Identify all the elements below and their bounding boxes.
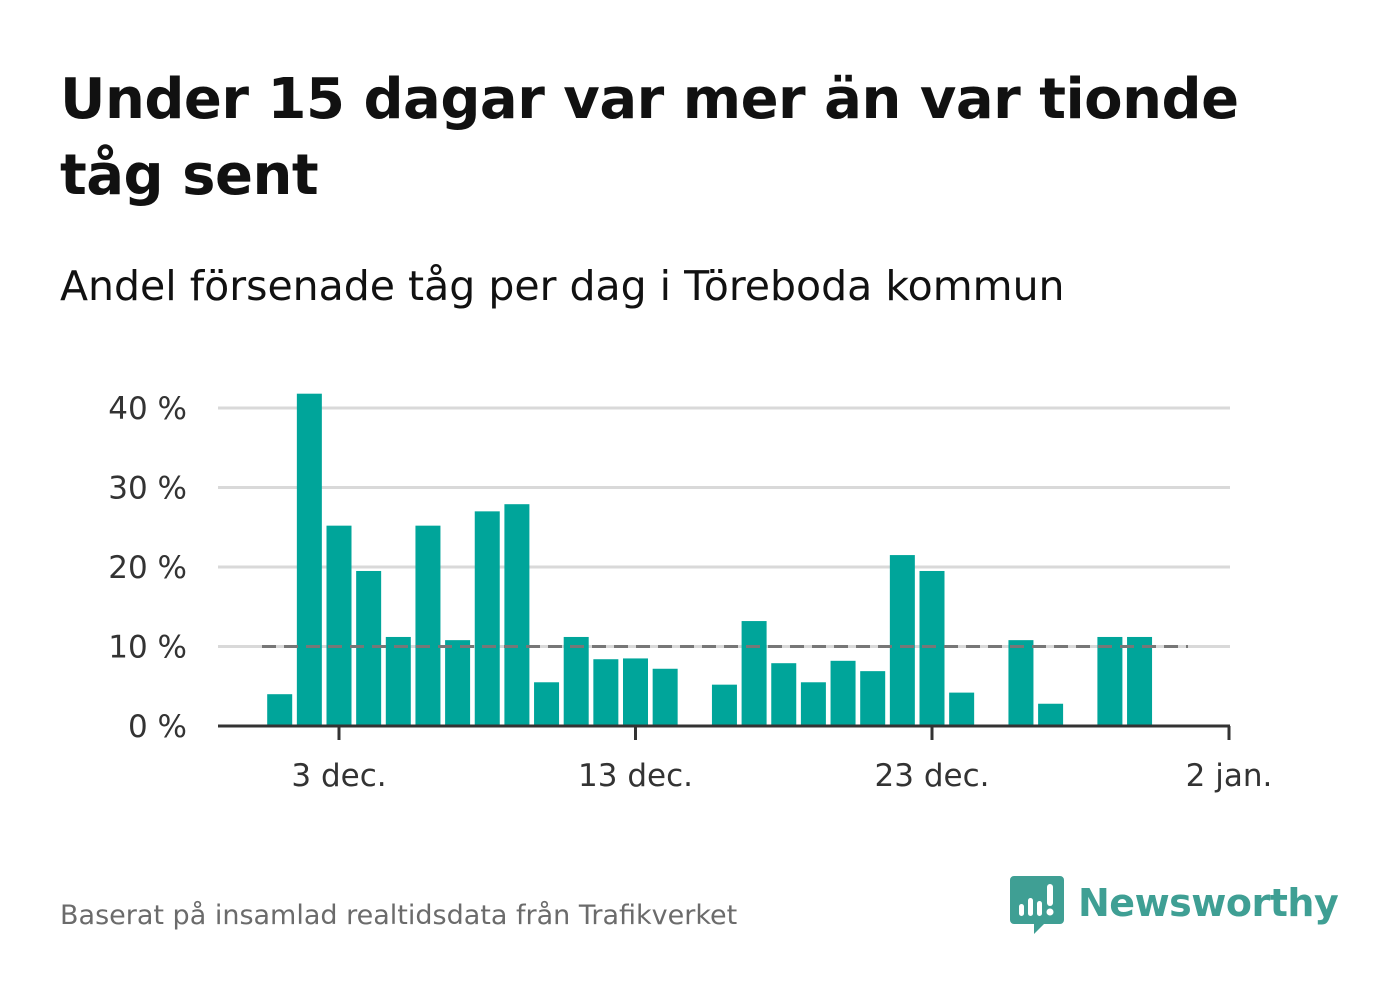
bars xyxy=(267,393,1153,726)
bar xyxy=(385,636,411,726)
bar-chart: 0 % 10 % 20 % 30 % 40 % 3 dec. 13 dec. 23 dec.… xyxy=(108,391,1272,794)
bar xyxy=(326,525,352,726)
bar xyxy=(949,692,975,726)
y-tick-label: 20 % xyxy=(108,550,187,586)
bar xyxy=(474,511,500,726)
bar xyxy=(415,525,441,726)
source-note: Baserat på insamlad realtidsdata från Tr… xyxy=(60,900,738,931)
chart-subtitle: Andel försenade tåg per dag i Töreboda k… xyxy=(60,262,1065,310)
y-tick-label: 10 % xyxy=(108,630,187,666)
y-tick-label: 40 % xyxy=(108,391,187,427)
x-tick-label: 2 jan. xyxy=(1186,758,1273,794)
bar xyxy=(830,660,856,726)
x-tick-label: 23 dec. xyxy=(875,758,990,794)
y-tick-label: 30 % xyxy=(108,471,187,507)
bar xyxy=(593,659,619,726)
y-axis-labels: 0 % 10 % 20 % 30 % 40 % xyxy=(108,391,187,745)
brand-name: Newsworthy xyxy=(1078,881,1339,925)
bar xyxy=(1038,703,1064,726)
x-axis-labels: 3 dec. 13 dec. 23 dec. 2 jan. xyxy=(291,726,1272,794)
bar xyxy=(623,658,648,726)
bar xyxy=(296,393,322,726)
bar xyxy=(889,555,915,726)
newsworthy-logo-icon xyxy=(1010,876,1064,934)
bar xyxy=(1127,636,1153,726)
x-tick-label: 3 dec. xyxy=(291,758,386,794)
newsworthy-brand[interactable]: Newsworthy xyxy=(1010,876,1339,942)
bar xyxy=(356,570,382,726)
bar xyxy=(741,621,767,726)
bar xyxy=(1008,640,1034,726)
bar xyxy=(652,668,678,726)
bar xyxy=(1097,636,1123,726)
bar xyxy=(800,682,826,726)
chart-title: Under 15 dagar var mer än var tionde tåg… xyxy=(60,67,1239,208)
bar xyxy=(267,694,293,726)
bar xyxy=(919,570,945,726)
bar xyxy=(563,636,589,726)
bar xyxy=(771,663,797,726)
x-tick-label: 13 dec. xyxy=(578,758,693,794)
bar xyxy=(860,671,886,726)
bar xyxy=(504,504,530,726)
bar xyxy=(445,640,471,726)
y-tick-label: 0 % xyxy=(128,709,187,745)
bar xyxy=(711,684,737,726)
bar xyxy=(534,682,560,726)
